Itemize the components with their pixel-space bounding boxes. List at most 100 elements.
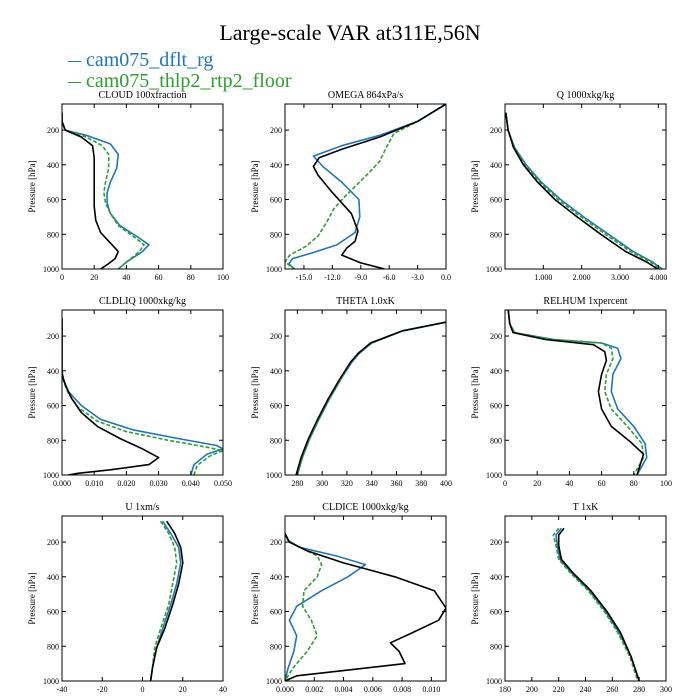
y-tick-label: 800 [270,642,282,651]
x-tick-label: 2.000 [573,273,591,282]
panel-title: T 1xK [573,502,599,513]
plot-frame [284,515,447,682]
x-tick-label: -40 [57,685,68,694]
x-tick-label: -3.0 [411,273,424,282]
x-tick-label: 4.000 [649,273,667,282]
x-tick-label: 0.030 [150,479,168,488]
y-axis-label: Pressure [hPa] [27,572,37,624]
x-tick-label: 340 [366,479,378,488]
plot-frame [61,103,224,270]
x-tick-label: 40 [219,685,227,694]
panel-title: CLDICE 1000xkg/kg [322,502,408,513]
y-axis-label: Pressure [hPa] [470,160,480,212]
y-tick-label: 600 [490,196,502,205]
series-line-1 [285,533,367,681]
series-line-1 [62,112,150,269]
series-line-3 [62,318,160,475]
series-line-1 [288,104,446,269]
y-tick-label: 200 [47,538,59,547]
plot-frame [504,515,667,682]
series-line-3 [295,321,446,475]
y-tick-label: 1000 [43,677,59,686]
x-tick-label: 0.010 [422,685,440,694]
series-line-2 [296,321,446,475]
y-tick-label: 1000 [43,471,59,480]
series-line-2 [62,112,145,269]
x-tick-label: 0.004 [335,685,353,694]
y-tick-label: 800 [47,642,59,651]
y-tick-label: 1000 [486,265,502,274]
panel-7: U 1xm/s 200 400 600 800 1000-40 -20 0 20 40 Pressu… [27,502,227,694]
x-tick-label: 0.000 [276,685,294,694]
panel-3: Q 1000xkg/kg 200 400 600 800 1000 1.000 2.000 3.… [470,90,667,282]
y-tick-label: 400 [270,367,282,376]
y-tick-label: 600 [490,402,502,411]
series-line-1 [62,318,223,475]
x-tick-label: 20 [179,685,187,694]
x-tick-label: 240 [580,685,592,694]
y-tick-label: 1000 [486,677,502,686]
x-tick-label: 0.002 [305,685,323,694]
plot-frame [504,309,667,476]
x-tick-label: 60 [598,479,606,488]
panel-title: U 1xm/s [125,502,159,513]
y-tick-label: 600 [47,402,59,411]
y-tick-label: 400 [270,573,282,582]
x-tick-label: -12.0 [324,273,341,282]
series-line-2 [552,527,639,681]
x-tick-label: 0.006 [364,685,382,694]
y-tick-label: 600 [270,402,282,411]
x-tick-label: 80 [630,479,638,488]
legend-item-thlp2: cam075_thlp2_rtp2_floor [68,71,292,91]
series-line-1 [296,321,446,475]
panel-5: THETA 1.0xK 200 400 600 800 1000 280 300 320 340 3… [250,296,452,488]
y-tick-label: 200 [490,332,502,341]
x-tick-label: 200 [526,685,538,694]
x-tick-label: 0.008 [393,685,411,694]
panel-title: Q 1000xkg/kg [557,90,615,101]
series-line-3 [62,112,120,269]
y-tick-label: 200 [270,126,282,135]
y-tick-label: 400 [270,161,282,170]
x-tick-label: 380 [415,479,427,488]
x-tick-label: 320 [341,479,353,488]
x-tick-label: 180 [499,685,511,694]
y-tick-label: 400 [47,161,59,170]
x-tick-label: 20 [533,479,541,488]
x-tick-label: 40 [565,479,573,488]
plot-frame [284,309,447,476]
x-tick-label: 0.020 [117,479,135,488]
y-tick-label: 600 [47,196,59,205]
y-tick-label: 200 [47,332,59,341]
y-tick-label: 600 [270,608,282,617]
y-axis-label: Pressure [hPa] [250,160,260,212]
y-tick-label: 800 [47,230,59,239]
x-tick-label: 0 [503,479,507,488]
x-tick-label: 280 [291,479,303,488]
series-line-2 [285,104,446,269]
panel-title: OMEGA 864xPa/s [328,90,403,101]
panel-title: CLOUD 100xfraction [98,90,186,101]
series-line-1 [505,112,663,269]
x-tick-label: 0 [141,685,145,694]
x-tick-label: -6.0 [383,273,396,282]
y-tick-label: 1000 [486,471,502,480]
y-tick-label: 1000 [266,471,282,480]
x-tick-label: 400 [440,479,452,488]
y-tick-label: 800 [47,436,59,445]
x-tick-label: 1.000 [534,273,552,282]
y-tick-label: 200 [490,538,502,547]
y-tick-label: 200 [270,332,282,341]
y-tick-label: 800 [490,436,502,445]
x-tick-label: 40 [122,273,130,282]
series-line-3 [149,520,184,681]
panel-title: CLDLIQ 1000xkg/kg [99,296,186,307]
series-line-3 [557,527,640,681]
x-tick-label: 0.050 [214,479,232,488]
x-tick-label: 100 [217,273,229,282]
y-tick-label: 1000 [266,677,282,686]
